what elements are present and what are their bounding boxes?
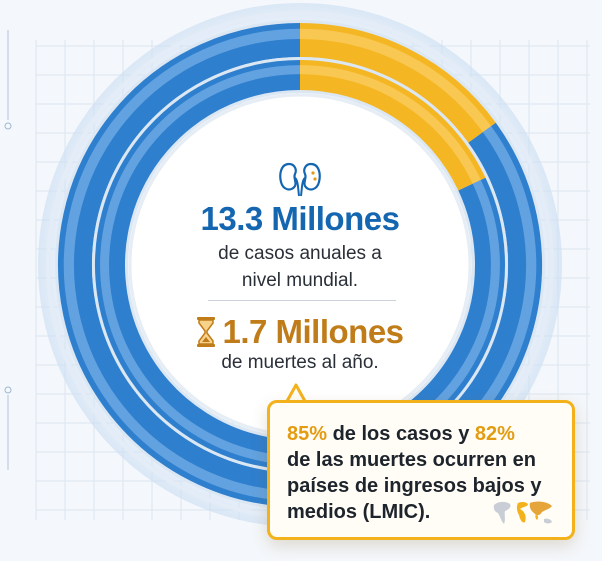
callout-line-4: medios (LMIC). bbox=[287, 501, 431, 523]
donut-slice-highlight bbox=[63, 28, 537, 502]
donut-slice bbox=[95, 60, 505, 470]
donut-slice-highlight bbox=[299, 65, 481, 184]
cases-description-line-2: nivel mundial. bbox=[241, 270, 359, 291]
callout-text-1: de los casos y bbox=[327, 423, 475, 445]
deaths-stat: 1.7 Millones bbox=[150, 313, 450, 351]
donut-slice-highlight bbox=[299, 28, 492, 133]
stats-divider bbox=[208, 300, 396, 301]
callout-line-3: países de ingresos bajos y bbox=[287, 475, 542, 497]
callout-line-1: 85% de los casos y 82% bbox=[287, 421, 567, 447]
decorative-node bbox=[4, 122, 12, 130]
deaths-percent: 82% bbox=[474, 423, 515, 445]
donut-slice bbox=[299, 60, 486, 191]
callout-pointer bbox=[284, 383, 308, 404]
cases-description-line-1: de casos anuales a bbox=[218, 243, 382, 264]
decorative-node bbox=[4, 386, 12, 394]
cases-percent: 85% bbox=[287, 423, 328, 445]
donut-slice bbox=[299, 23, 496, 143]
world-map-icon bbox=[493, 501, 552, 524]
callout-text: 85% de los casos y 82% de las muertes oc… bbox=[287, 421, 567, 525]
callout-line-2: de las muertes ocurren en bbox=[287, 449, 536, 471]
cases-value: 13.3 Millones bbox=[200, 200, 400, 237]
kidney-icon bbox=[279, 162, 321, 197]
deaths-description: de muertes al año. bbox=[221, 352, 379, 373]
cases-description: de casos anuales a nivel mundial. bbox=[175, 240, 425, 294]
donut-slice-highlight bbox=[100, 65, 500, 465]
deaths-value: 1.7 Millones bbox=[222, 313, 404, 350]
hourglass-icon bbox=[197, 317, 216, 347]
donut-slice bbox=[58, 23, 542, 507]
